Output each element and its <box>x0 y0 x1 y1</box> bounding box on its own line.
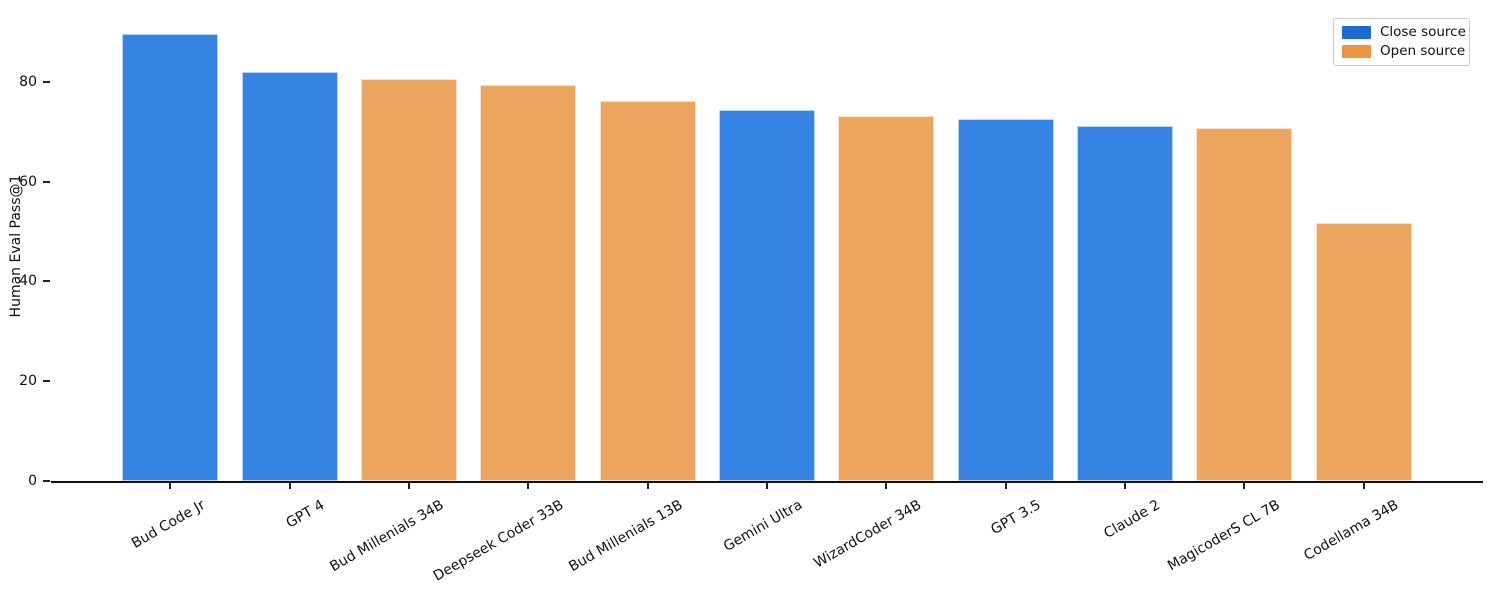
bar-deepseek-coder-33b <box>480 85 577 481</box>
y-tick-0 <box>43 480 50 482</box>
x-tick-label-gpt-3-5: GPT 3.5 <box>988 497 1044 539</box>
bar-codellama-34b <box>1315 222 1412 481</box>
bar-gemini-ultra <box>719 109 815 481</box>
bar-bud-millenials-13b <box>599 100 696 481</box>
x-tick-label-gemini-ultra: Gemini Ultra <box>720 497 805 555</box>
close-source-swatch <box>1342 26 1371 39</box>
x-tick-gemini-ultra <box>766 483 768 489</box>
bar-claude-2 <box>1077 125 1173 481</box>
y-tick-label-20: 20 <box>19 373 37 390</box>
legend: Close source Open source <box>1333 18 1470 66</box>
y-tick-60 <box>43 180 50 183</box>
x-tick-bud-code-jr <box>169 483 172 489</box>
legend-item-open-source: Open source <box>1342 44 1465 59</box>
x-tick-magicoders-cl-7b <box>1243 483 1246 489</box>
x-tick-claude-2 <box>1124 483 1126 489</box>
bar-gpt-3-5 <box>957 118 1054 481</box>
x-tick-bud-millenials-34b <box>408 483 410 489</box>
y-tick-label-60: 60 <box>19 173 37 190</box>
x-tick-bud-millenials-13b <box>646 483 649 489</box>
legend-label-open-source: Open source <box>1380 43 1466 59</box>
legend-label-close-source: Close source <box>1380 24 1466 40</box>
plot-area: 0 20 40 60 80 Bud Code Jr GPT 4 Bud Millenials … <box>19 12 1483 585</box>
x-tick-wizardcoder-34b <box>885 483 888 489</box>
x-tick-gpt-4 <box>288 483 291 489</box>
x-tick-gpt-3-5 <box>1004 483 1007 489</box>
x-tick-codellama-34b <box>1362 483 1365 489</box>
y-tick-label-40: 40 <box>19 273 37 290</box>
x-tick-label-bud-millenials-13b: Bud Millenials 13B <box>566 497 686 576</box>
y-tick-80 <box>43 80 50 83</box>
y-tick-20 <box>43 380 50 383</box>
bar-gpt-4 <box>241 71 338 481</box>
y-tick-40 <box>43 280 50 283</box>
bar-bud-millenials-34b <box>361 79 457 481</box>
x-tick-label-bud-code-jr: Bud Code Jr <box>129 497 209 552</box>
x-tick-label-bud-millenials-34b: Bud Millenials 34B <box>327 497 447 576</box>
x-tick-label-wizardcoder-34b: WizardCoder 34B <box>811 497 925 572</box>
y-axis-title: Human Eval Pass@1 <box>8 174 24 318</box>
x-tick-label-codellama-34b: Codellama 34B <box>1301 497 1402 565</box>
bar-magicoders-cl-7b <box>1196 128 1293 481</box>
x-tick-deepseek-coder-33b <box>527 483 530 489</box>
open-source-swatch <box>1342 45 1371 58</box>
x-tick-label-deepseek-coder-33b: Deepseek Coder 33B <box>430 497 567 585</box>
x-tick-label-gpt-4: GPT 4 <box>283 497 328 532</box>
bar-bud-code-jr <box>122 33 219 481</box>
bar-wizardcoder-34b <box>838 115 935 481</box>
x-tick-label-magicoders-cl-7b: MagicoderS CL 7B <box>1164 497 1283 575</box>
y-tick-label-80: 80 <box>19 73 37 90</box>
y-tick-label-0: 0 <box>28 473 37 489</box>
legend-item-close-source: Close source <box>1342 25 1466 40</box>
x-tick-label-claude-2: Claude 2 <box>1101 497 1163 542</box>
